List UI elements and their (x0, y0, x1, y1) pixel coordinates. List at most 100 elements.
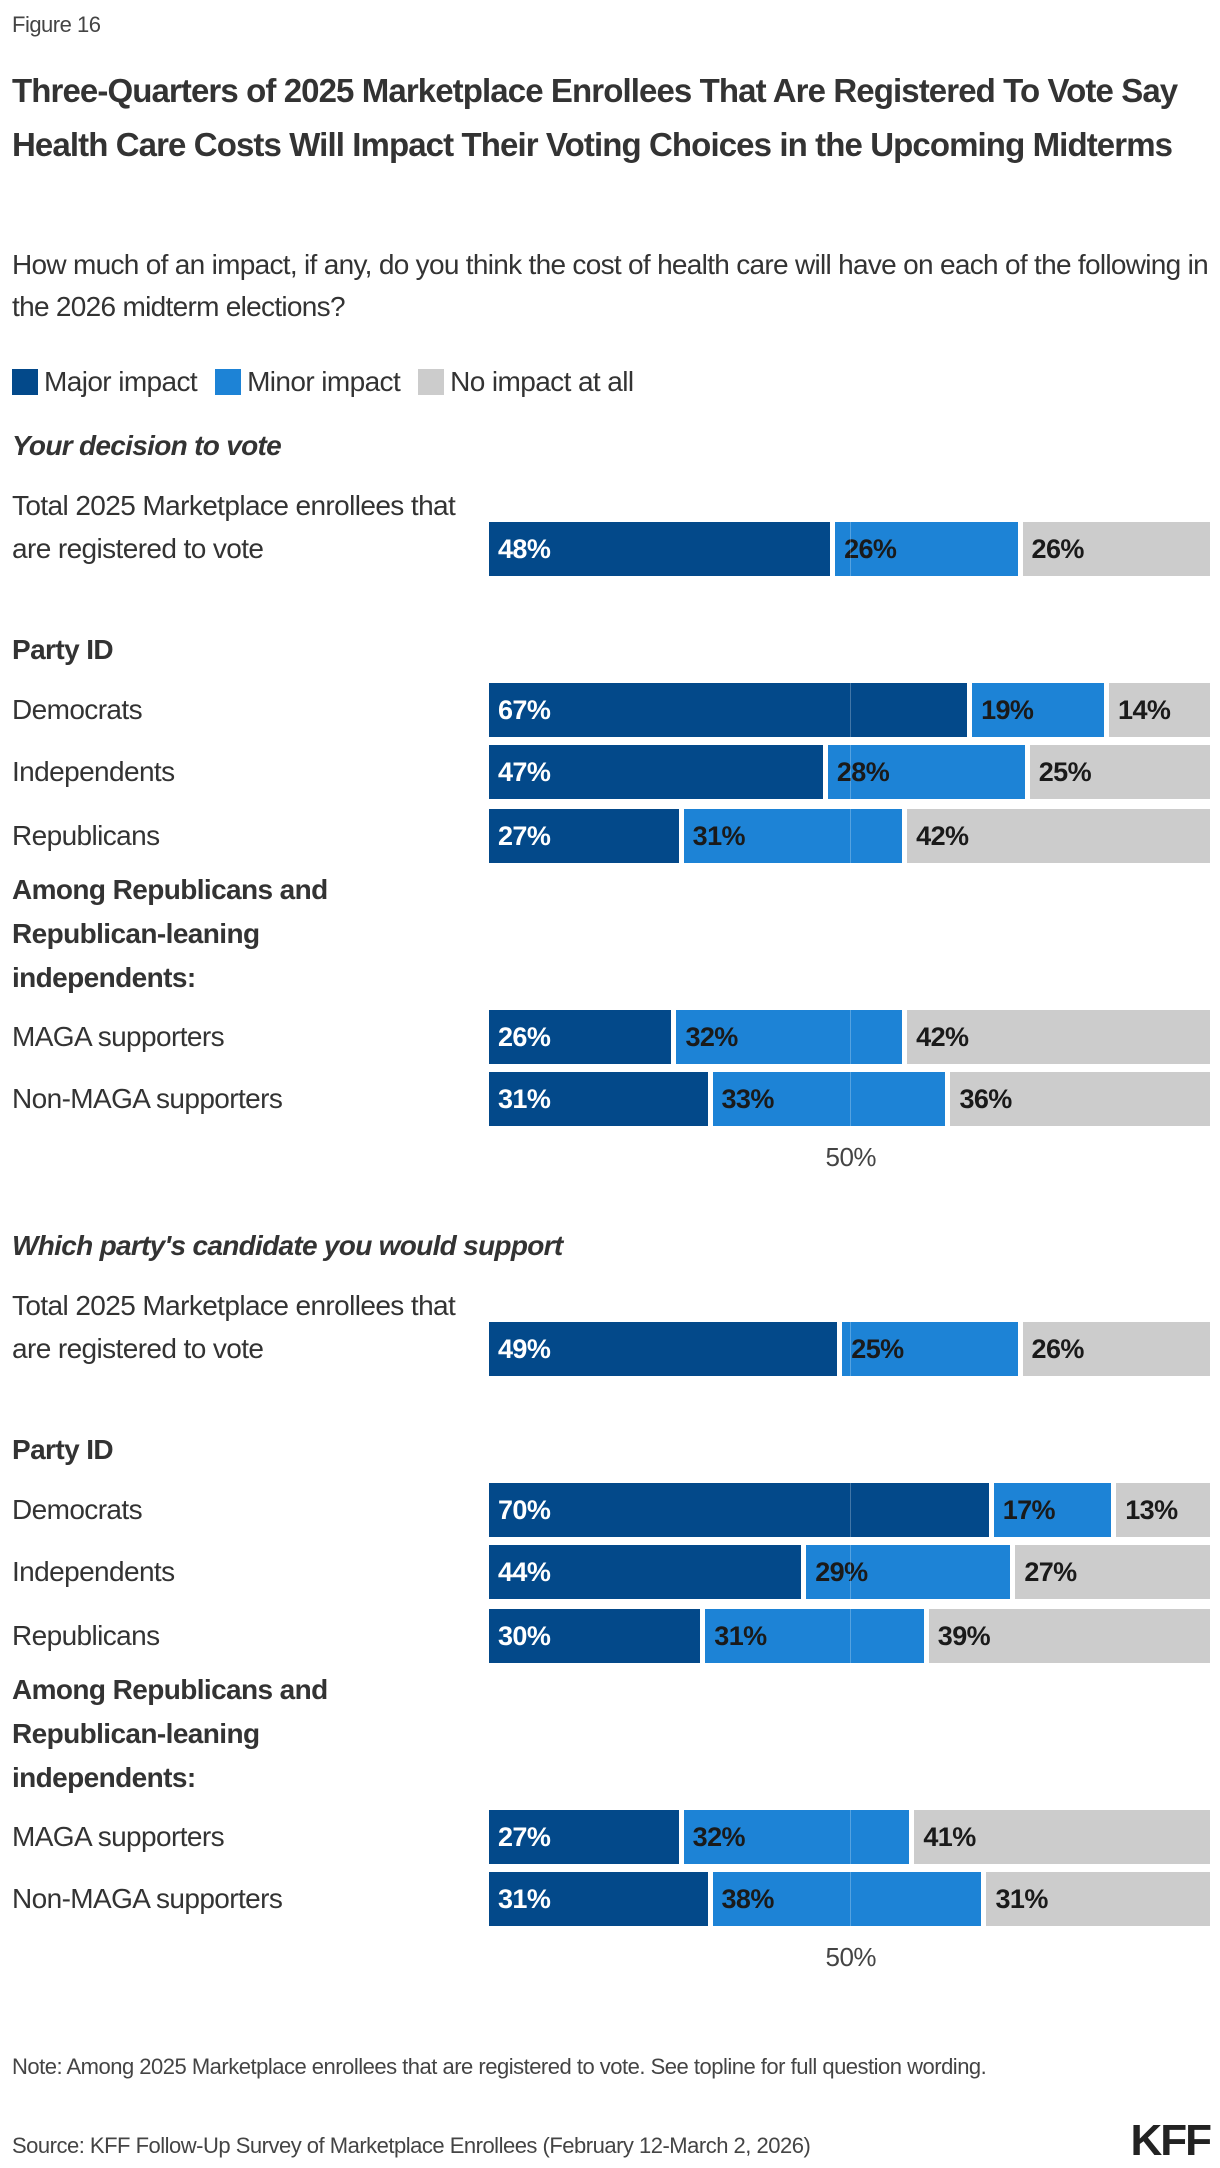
data-label: 26% (1031, 1334, 1085, 1364)
row-label: Democrats (12, 1494, 143, 1525)
bar-segment-minor: 26% (835, 522, 1018, 576)
row-label: Independents (12, 756, 175, 787)
data-label: 39% (937, 1621, 991, 1651)
bar-segment-major: 27% (489, 1810, 679, 1864)
data-label: 26% (1031, 534, 1085, 564)
midline (849, 683, 851, 737)
bar-segment-major: 47% (489, 745, 823, 799)
data-label: 31% (498, 1084, 551, 1114)
legend-item-major: Major impact (12, 366, 198, 398)
data-label: 25% (851, 1334, 904, 1364)
bar-segment-minor: 17% (993, 1483, 1112, 1537)
bar-segment-none: 13% (1116, 1483, 1210, 1537)
bar-segment-major: 31% (489, 1072, 708, 1126)
data-label: 29% (815, 1557, 868, 1587)
bar-segment-major: 27% (489, 809, 679, 863)
data-label: 44% (498, 1557, 551, 1587)
data-label: 47% (498, 757, 551, 787)
row-label: Republicans (12, 820, 160, 851)
bar-segment-major: 49% (489, 1322, 838, 1376)
legend-item-none: No impact at all (418, 366, 634, 398)
data-label: 41% (923, 1822, 976, 1852)
midline (849, 1010, 851, 1064)
row-label: Non-MAGA supporters (12, 1083, 283, 1114)
midline (849, 522, 851, 576)
data-label: 27% (1024, 1557, 1077, 1587)
data-label: 25% (1038, 757, 1092, 787)
bar-segment-major: 70% (489, 1483, 989, 1537)
bar-segment-minor: 33% (712, 1072, 946, 1126)
data-label: 48% (498, 534, 551, 564)
bar-segment-none: 42% (907, 1010, 1210, 1064)
row-label: Total 2025 Marketplace enrollees that ar… (12, 1290, 456, 1364)
bar-segment-minor: 38% (712, 1872, 982, 1926)
data-label: 19% (981, 695, 1034, 725)
bar-segment-none: 25% (1029, 745, 1210, 799)
legend: Major impact Minor impact No impact at a… (12, 366, 652, 398)
midline (849, 809, 851, 863)
figure-label: Figure 16 (12, 12, 101, 37)
midline (849, 1609, 851, 1663)
chart-title: Three-Quarters of 2025 Marketplace Enrol… (12, 72, 1178, 163)
data-label: 17% (1002, 1495, 1056, 1525)
tick-label-50: 50% (825, 1142, 877, 1172)
data-label: 67% (498, 695, 551, 725)
data-label: 31% (498, 1884, 551, 1914)
bar-segment-minor: 28% (827, 745, 1025, 799)
data-label: 31% (995, 1884, 1048, 1914)
kff-logo: KFF (1130, 2116, 1212, 2165)
bar-segment-major: 44% (489, 1545, 802, 1599)
row-label: Independents (12, 1556, 175, 1587)
midline (849, 1545, 851, 1599)
group-heading: Party ID (12, 1434, 114, 1465)
data-label: 42% (916, 1022, 969, 1052)
data-label: 33% (721, 1084, 775, 1114)
bar-segment-none: 26% (1022, 522, 1210, 576)
data-label: 49% (498, 1334, 551, 1364)
row-label: Total 2025 Marketplace enrollees that ar… (12, 490, 456, 564)
data-label: 26% (498, 1022, 551, 1052)
midline (849, 745, 851, 799)
tick-label-50: 50% (825, 1942, 877, 1972)
legend-item-minor: Minor impact (215, 366, 401, 398)
bar-segment-none: 41% (914, 1810, 1210, 1864)
bar-segment-major: 67% (489, 683, 968, 737)
panel-title: Your decision to vote (12, 430, 282, 461)
data-label: 42% (916, 821, 969, 851)
legend-label-minor: Minor impact (247, 366, 401, 397)
data-label: 26% (844, 534, 897, 564)
bar-segment-minor: 29% (806, 1545, 1011, 1599)
row-label: MAGA supporters (12, 1821, 225, 1852)
bar-segment-minor: 32% (676, 1010, 903, 1064)
bar-segment-major: 30% (489, 1609, 701, 1663)
chart-note: Note: Among 2025 Marketplace enrollees t… (12, 2054, 987, 2079)
data-label: 31% (692, 821, 746, 851)
row-label: Republicans (12, 1620, 160, 1651)
bar-segment-none: 36% (950, 1072, 1210, 1126)
data-label: 14% (1118, 695, 1171, 725)
data-label: 32% (692, 1822, 746, 1852)
bar-segment-minor: 31% (683, 809, 903, 863)
midline (849, 1483, 851, 1537)
data-label: 27% (498, 821, 551, 851)
data-label: 13% (1125, 1495, 1178, 1525)
bar-segment-none: 26% (1022, 1322, 1210, 1376)
bar-segment-minor: 32% (683, 1810, 910, 1864)
group-heading: Among Republicans and Republican-leaning… (12, 1674, 328, 1793)
panel-title: Which party's candidate you would suppor… (12, 1230, 563, 1261)
legend-swatch-minor (215, 369, 242, 395)
legend-label-major: Major impact (44, 366, 198, 397)
data-label: 31% (714, 1621, 767, 1651)
data-label: 38% (721, 1884, 775, 1914)
data-label: 27% (498, 1822, 551, 1852)
bar-segment-minor: 19% (972, 683, 1105, 737)
chart-subtitle: How much of an impact, if any, do you th… (12, 249, 1209, 322)
bar-segment-minor: 25% (842, 1322, 1018, 1376)
chart-source: Source: KFF Follow-Up Survey of Marketpl… (12, 2133, 811, 2158)
bar-segment-major: 48% (489, 522, 831, 576)
bar-segment-major: 31% (489, 1872, 708, 1926)
bar-segment-none: 42% (907, 809, 1210, 863)
data-label: 32% (685, 1022, 738, 1052)
data-label: 28% (836, 757, 890, 787)
bar-segment-none: 39% (928, 1609, 1210, 1663)
